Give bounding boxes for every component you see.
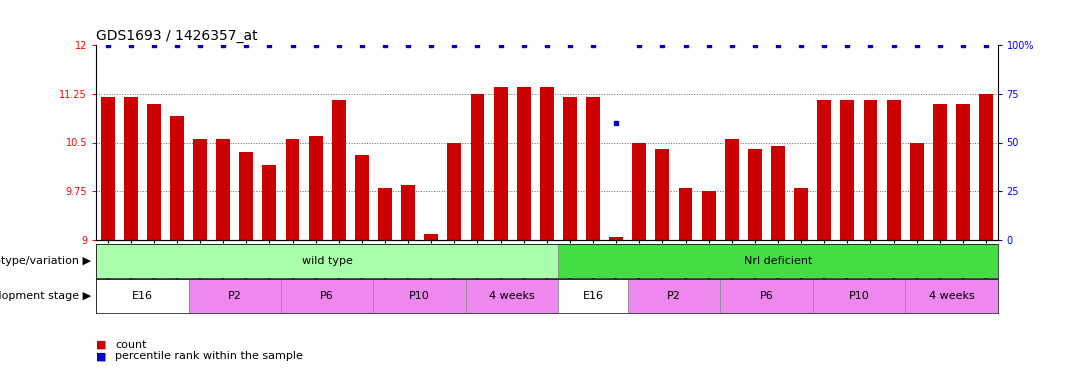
Text: genotype/variation ▶: genotype/variation ▶: [0, 256, 91, 266]
Bar: [841, 100, 855, 240]
Bar: [956, 104, 970, 240]
Text: wild type: wild type: [302, 256, 353, 266]
Bar: [425, 234, 439, 240]
Bar: [170, 117, 184, 240]
Bar: [96, 279, 189, 313]
Bar: [100, 97, 114, 240]
Bar: [910, 142, 924, 240]
Bar: [332, 100, 346, 240]
Bar: [308, 136, 322, 240]
Bar: [813, 279, 905, 313]
Text: GDS1693 / 1426357_at: GDS1693 / 1426357_at: [96, 28, 257, 43]
Text: P6: P6: [320, 291, 334, 301]
Bar: [281, 279, 373, 313]
Text: P2: P2: [667, 291, 681, 301]
Bar: [447, 142, 461, 240]
Text: ■: ■: [96, 340, 107, 350]
Bar: [933, 104, 946, 240]
Text: Nrl deficient: Nrl deficient: [744, 256, 812, 266]
Bar: [817, 100, 831, 240]
Bar: [771, 146, 785, 240]
Text: ■: ■: [96, 351, 107, 361]
Bar: [466, 279, 558, 313]
Bar: [124, 97, 138, 240]
Text: E16: E16: [583, 291, 604, 301]
Text: development stage ▶: development stage ▶: [0, 291, 91, 301]
Bar: [239, 152, 253, 240]
Text: E16: E16: [131, 291, 153, 301]
Bar: [586, 97, 600, 240]
Bar: [286, 139, 300, 240]
Text: count: count: [115, 340, 147, 350]
Bar: [558, 244, 998, 278]
Bar: [702, 191, 716, 240]
Bar: [724, 139, 738, 240]
Bar: [980, 94, 993, 240]
Bar: [401, 185, 415, 240]
Bar: [679, 188, 692, 240]
Bar: [189, 279, 281, 313]
Bar: [720, 279, 813, 313]
Bar: [863, 100, 877, 240]
Bar: [609, 237, 623, 240]
Bar: [355, 156, 369, 240]
Bar: [633, 142, 647, 240]
Bar: [147, 104, 161, 240]
Bar: [217, 139, 230, 240]
Bar: [96, 244, 558, 278]
Text: P6: P6: [760, 291, 774, 301]
Bar: [655, 149, 669, 240]
Bar: [558, 279, 627, 313]
Bar: [378, 188, 392, 240]
Bar: [627, 279, 720, 313]
Bar: [794, 188, 808, 240]
Text: P10: P10: [410, 291, 430, 301]
Bar: [905, 279, 998, 313]
Text: 4 weeks: 4 weeks: [490, 291, 535, 301]
Text: P2: P2: [227, 291, 242, 301]
Bar: [748, 149, 762, 240]
Text: percentile rank within the sample: percentile rank within the sample: [115, 351, 303, 361]
Bar: [887, 100, 901, 240]
Bar: [373, 279, 466, 313]
Bar: [262, 165, 276, 240]
Bar: [471, 94, 484, 240]
Text: P10: P10: [848, 291, 870, 301]
Bar: [563, 97, 577, 240]
Bar: [540, 87, 554, 240]
Text: 4 weeks: 4 weeks: [928, 291, 974, 301]
Bar: [516, 87, 530, 240]
Bar: [494, 87, 508, 240]
Bar: [193, 139, 207, 240]
